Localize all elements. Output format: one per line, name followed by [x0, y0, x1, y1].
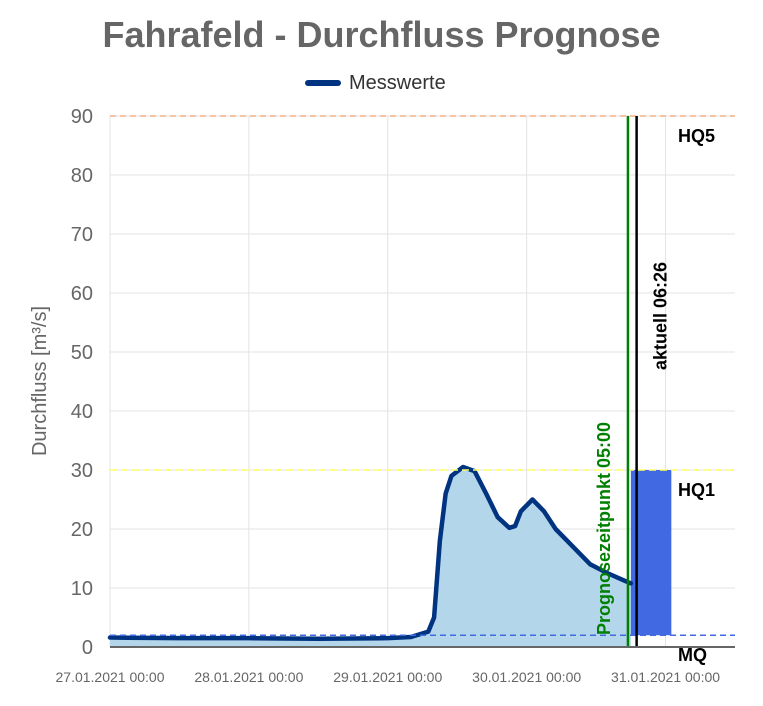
legend[interactable]: Messwerte — [305, 72, 446, 94]
y-tick-label: 70 — [71, 224, 93, 246]
y-tick-label: 90 — [71, 106, 93, 128]
vertical-line-label-aktuell: aktuell 06:26 — [651, 262, 671, 370]
y-tick-label: 10 — [71, 578, 93, 600]
legend-swatch-messwerte — [305, 80, 341, 86]
vertical-line-label-prognose: Prognosezeitpunkt 05:00 — [594, 422, 614, 635]
series-area-messwerte — [110, 467, 631, 647]
y-tick-label: 60 — [71, 283, 93, 305]
y-tick-label: 30 — [71, 460, 93, 482]
threshold-label-hq5: HQ5 — [678, 126, 715, 146]
x-tick-label: 29.01.2021 00:00 — [333, 669, 442, 685]
chart-title: Fahrafeld - Durchfluss Prognose — [102, 14, 661, 55]
threshold-label-hq1: HQ1 — [678, 480, 715, 500]
y-tick-label: 50 — [71, 342, 93, 364]
x-tick-label: 27.01.2021 00:00 — [56, 669, 165, 685]
x-tick-label: 31.01.2021 00:00 — [611, 669, 720, 685]
y-tick-label: 0 — [82, 637, 93, 659]
y-tick-label: 20 — [71, 519, 93, 541]
y-tick-label: 80 — [71, 165, 93, 187]
series-line-messwerte — [107, 464, 634, 641]
legend-label-messwerte: Messwerte — [349, 71, 446, 94]
x-tick-label: 30.01.2021 00:00 — [472, 669, 581, 685]
y-axis-label: Durchfluss [m³/s] — [29, 306, 51, 456]
threshold-label-mq: MQ — [678, 645, 707, 665]
x-tick-label: 28.01.2021 00:00 — [194, 669, 303, 685]
y-tick-label: 40 — [71, 401, 93, 423]
